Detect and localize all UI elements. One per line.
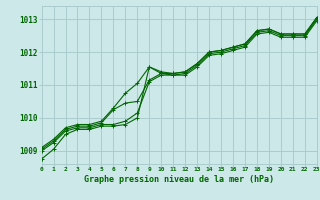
X-axis label: Graphe pression niveau de la mer (hPa): Graphe pression niveau de la mer (hPa)	[84, 175, 274, 184]
